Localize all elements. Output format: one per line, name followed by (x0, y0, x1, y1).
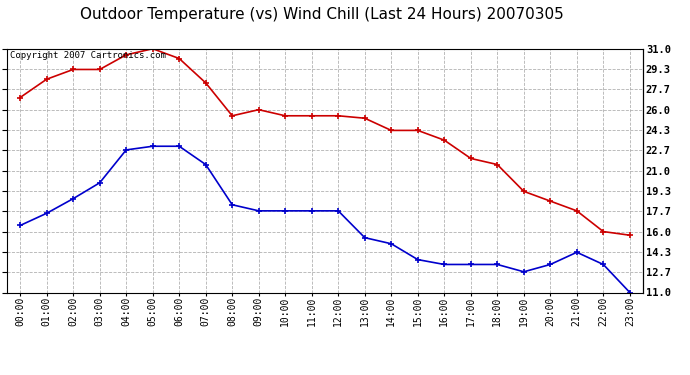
Text: Copyright 2007 Cartronics.com: Copyright 2007 Cartronics.com (10, 51, 166, 60)
Text: Outdoor Temperature (vs) Wind Chill (Last 24 Hours) 20070305: Outdoor Temperature (vs) Wind Chill (Las… (79, 8, 564, 22)
